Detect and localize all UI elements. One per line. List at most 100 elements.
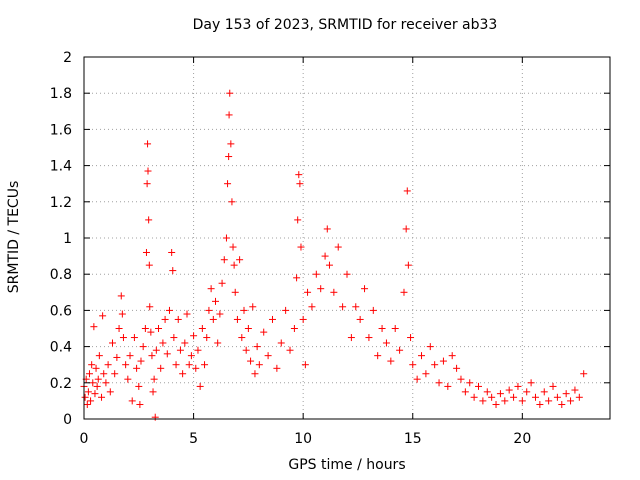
data-point [330,288,338,296]
data-point [99,312,107,320]
data-point [145,261,153,269]
data-point [227,140,235,148]
data-point [229,243,237,251]
data-point [334,243,342,251]
data-point [540,388,548,396]
data-point [273,364,281,372]
data-point [461,388,469,396]
data-point [501,397,509,405]
data-point [220,256,228,264]
data-point [179,370,187,378]
data-point [365,334,373,342]
data-point [216,310,224,318]
data-point [356,315,364,323]
data-point [387,357,395,365]
data-point [205,306,213,314]
data-point [249,303,257,311]
data-point [172,361,180,369]
x-tick-label: 20 [513,431,531,447]
data-point [426,343,434,351]
data-point [268,315,276,323]
data-point [352,303,360,311]
data-point [444,382,452,390]
data-point [143,180,151,188]
data-point [230,261,238,269]
data-point [510,393,518,401]
data-point [81,393,89,401]
data-point [83,401,91,409]
data-point [222,234,230,242]
data-point [549,382,557,390]
data-point [435,379,443,387]
data-point [144,140,152,148]
data-point [374,352,382,360]
data-point [378,325,386,332]
data-point [431,361,439,369]
data-point [453,364,461,372]
data-point [439,357,447,365]
data-point [224,180,232,188]
data-point [527,379,535,387]
data-point [115,325,123,332]
data-point [286,346,294,354]
data-point [133,364,141,372]
data-point [151,413,159,421]
data-point [571,386,579,394]
data-point [255,361,263,369]
data-point [240,306,248,314]
data-point [122,361,130,369]
y-tick-label: 2 [63,50,72,66]
data-point [155,325,163,332]
data-point [488,393,496,401]
data-point [137,357,145,365]
data-point [161,315,169,323]
data-point [518,397,526,405]
data-point [113,353,121,361]
data-point [369,306,377,314]
data-point [523,388,531,396]
data-point [545,397,553,405]
data-point [536,401,544,409]
data-point [553,393,561,401]
data-point [479,397,487,405]
data-point [567,397,575,405]
x-tick-label: 0 [80,431,89,447]
data-point [117,292,125,300]
data-point [236,256,244,264]
x-tick-label: 10 [294,431,312,447]
data-point [466,379,474,387]
data-point [282,306,290,314]
y-tick-label: 1.8 [50,86,72,102]
data-point [136,401,144,409]
data-point [90,323,98,331]
data-point [321,252,329,260]
data-point [196,382,204,390]
y-tick-label: 0.2 [50,376,72,392]
data-point [247,357,255,365]
data-point [264,352,272,360]
data-point [228,198,236,206]
data-point [233,315,241,323]
data-point [174,315,182,323]
data-point [531,393,539,401]
data-point [163,350,171,358]
data-point [126,352,134,360]
x-tick-label: 15 [404,431,422,447]
data-point [187,352,195,360]
data-point [194,346,202,354]
y-tick-label: 0 [63,412,72,428]
data-point [93,382,101,390]
data-point [108,339,116,347]
data-point [225,111,233,119]
data-point [562,390,570,398]
data-point [422,370,430,378]
data-point [87,397,95,405]
data-point [190,332,198,340]
data-point [92,364,100,372]
data-point [418,352,426,360]
data-point [312,270,320,278]
data-point [297,243,305,251]
data-point [470,393,478,401]
data-point [299,315,307,323]
data-point [304,288,312,296]
